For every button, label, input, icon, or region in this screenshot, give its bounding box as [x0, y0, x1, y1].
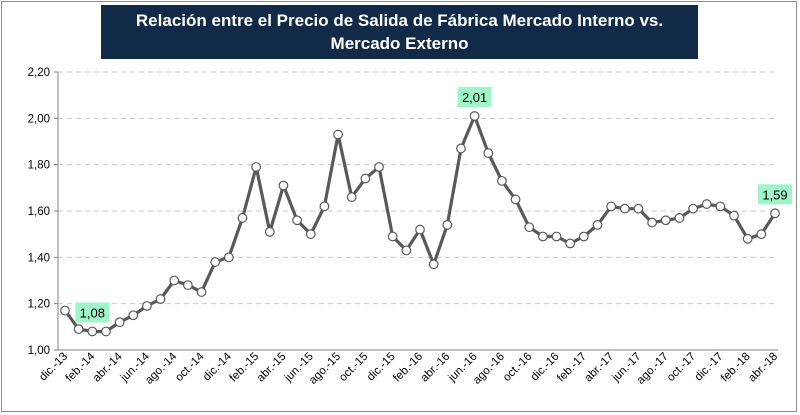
data-label: 1,59 — [762, 187, 787, 202]
x-tick-label: oct.-16 — [501, 351, 534, 384]
data-point — [524, 222, 535, 233]
data-point — [688, 203, 698, 214]
data-label-bg — [758, 184, 792, 205]
y-tick-label: 1,80 — [28, 160, 50, 172]
x-tick-label: oct.-15 — [337, 351, 370, 384]
data-point — [155, 294, 166, 304]
data-label: 1,08 — [80, 305, 105, 320]
data-point — [442, 219, 453, 230]
x-tick-label: feb.-17 — [555, 351, 589, 385]
data-point — [428, 259, 439, 270]
x-tick-label: oct.-14 — [173, 350, 207, 384]
x-tick-label: feb.-18 — [719, 351, 753, 385]
data-point — [292, 215, 303, 226]
data-point — [278, 180, 289, 191]
y-tick-label: 2,20 — [28, 67, 50, 79]
data-point — [101, 326, 111, 337]
data-point — [87, 326, 98, 337]
data-point — [742, 233, 753, 244]
data-label-bg — [457, 87, 492, 108]
x-tick-label: abr.-17 — [582, 351, 616, 385]
y-tick-label: 1,60 — [28, 206, 50, 218]
data-point — [770, 208, 780, 219]
x-tick-label: feb.-16 — [391, 351, 425, 385]
data-point — [73, 324, 84, 335]
data-point — [114, 317, 125, 328]
data-point — [387, 231, 398, 242]
data-point — [729, 210, 739, 221]
chart-title: Relación entre el Precio de Salida de Fá… — [101, 5, 698, 59]
data-point — [633, 203, 644, 214]
data-point — [210, 257, 221, 267]
y-tick-label: 2,00 — [28, 113, 50, 125]
data-label-bg — [75, 302, 110, 323]
data-label: 2,01 — [462, 90, 487, 105]
x-tick-label: abr.-14 — [91, 350, 125, 384]
data-point — [660, 215, 671, 226]
data-point — [169, 275, 180, 286]
x-tick-label: feb.-14 — [64, 350, 98, 384]
x-tick-label: feb.-15 — [227, 351, 261, 385]
y-tick-label: 1,20 — [28, 299, 50, 311]
data-point — [346, 192, 357, 203]
data-point — [305, 229, 316, 240]
data-point — [128, 310, 139, 321]
data-point — [196, 287, 207, 297]
x-tick-label: oct.-17 — [665, 351, 698, 384]
data-point — [469, 111, 480, 121]
data-point — [551, 231, 562, 242]
data-point — [510, 194, 521, 205]
data-point — [456, 143, 466, 154]
data-point — [374, 162, 384, 172]
data-point — [60, 305, 70, 316]
data-point — [360, 173, 371, 184]
data-point — [483, 148, 494, 158]
x-tick-label: ago.-14 — [143, 350, 179, 386]
data-point — [237, 213, 248, 223]
data-point — [647, 217, 658, 228]
data-point — [565, 238, 576, 249]
data-point — [415, 224, 425, 235]
data-point — [606, 201, 617, 212]
data-point — [319, 201, 330, 212]
data-point — [251, 162, 262, 172]
data-point — [333, 129, 343, 140]
data-point — [182, 280, 193, 291]
data-point — [756, 229, 767, 240]
x-tick-label: abr.-18 — [746, 351, 780, 385]
data-point — [578, 231, 589, 242]
data-point — [674, 213, 685, 223]
data-point — [264, 226, 275, 237]
data-point — [619, 203, 630, 214]
data-point — [701, 199, 712, 209]
x-tick-label: abr.-15 — [255, 351, 289, 385]
y-tick-label: 1,00 — [28, 345, 50, 357]
data-point — [715, 201, 726, 212]
data-point — [537, 231, 548, 242]
data-point — [497, 175, 507, 186]
data-point — [142, 301, 152, 311]
data-point — [223, 252, 234, 263]
x-tick-label: abr.-16 — [419, 351, 453, 385]
y-tick-label: 1,40 — [28, 252, 50, 264]
data-point — [592, 219, 603, 230]
data-point — [401, 245, 412, 256]
